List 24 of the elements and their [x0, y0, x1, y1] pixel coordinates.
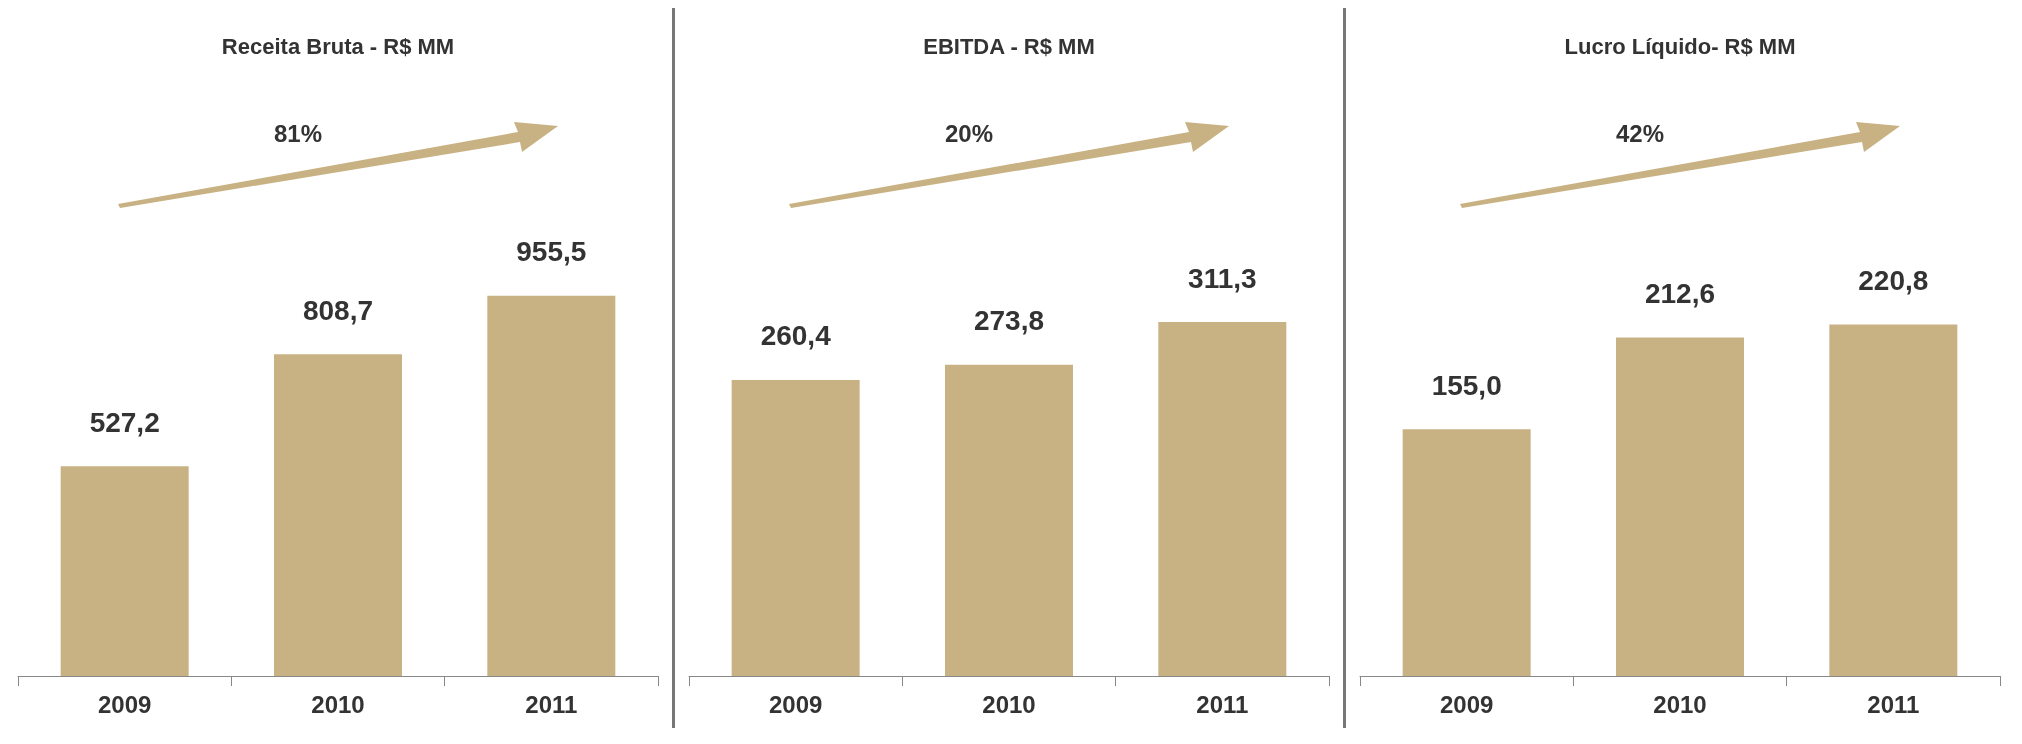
data-label: 808,7	[302, 294, 374, 326]
x-tick-label: 2010	[982, 690, 1036, 718]
data-label: 955,5	[516, 236, 587, 268]
text: 81%	[272, 120, 323, 148]
chart-title: Receita Bruta - R$ MM	[221, 33, 455, 59]
text: 42%	[1614, 120, 1665, 148]
x-tick-label: 2011	[525, 690, 578, 718]
x-tick-label: 2009	[97, 690, 152, 718]
x-tick-label: 2010	[311, 690, 365, 718]
data-label: 220,8	[1858, 264, 1929, 296]
data-label: 527,2	[89, 406, 160, 438]
x-tick-label: 2009	[1439, 690, 1494, 718]
data-label: 311,3	[1188, 262, 1257, 294]
chart-title: EBITDA - R$ MM	[923, 33, 1095, 59]
x-tick-label: 2011	[1196, 690, 1249, 718]
data-label: 155,0	[1431, 369, 1502, 401]
data-label: 273,8	[973, 305, 1045, 337]
chart-title: Lucro Líquido- R$ MM	[1564, 33, 1796, 59]
x-tick-label: 2010	[1653, 690, 1707, 718]
data-label: 212,6	[1644, 278, 1716, 310]
data-label: 260,4	[760, 320, 832, 352]
x-tick-label: 2009	[768, 690, 823, 718]
x-tick-label: 2011	[1867, 690, 1920, 718]
text: 20%	[943, 120, 994, 148]
